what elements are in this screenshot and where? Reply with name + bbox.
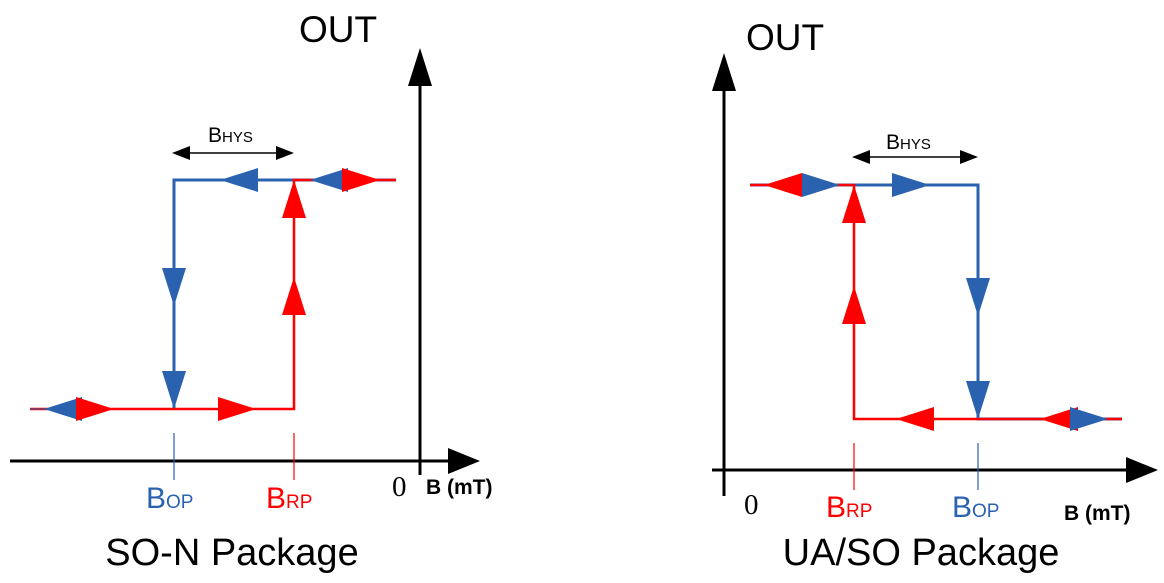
right-caption: UA/SO Package — [783, 532, 1060, 574]
left-red-arrow-right-low-2 — [218, 397, 256, 421]
left-x-axis-label: B (mT) — [426, 476, 493, 499]
left-blue-arrow-down-2 — [162, 371, 186, 409]
left-diagram: OUT BHYS BOP BRP 0 B (mT) SO-N Package — [10, 9, 493, 574]
left-red-arrow-up-2 — [282, 277, 306, 315]
right-hys-arrow-right — [960, 150, 978, 164]
left-red-curve — [30, 178, 396, 411]
right-red-arrow-left-top — [764, 173, 802, 197]
right-x-axis-label: B (mT) — [1064, 502, 1131, 525]
right-blue-arrow-right-top-1 — [802, 173, 840, 197]
right-diagram: OUT BHYS 0 BRP BOP B (mT) UA/SO Package — [712, 17, 1158, 574]
right-hys-label: BHYS — [886, 131, 931, 154]
left-brp-label: BRP — [266, 482, 312, 515]
right-brp-label: BRP — [826, 491, 872, 524]
right-y-axis-label: OUT — [746, 17, 824, 58]
right-x-axis-arrowhead — [1126, 457, 1158, 483]
right-red-arrow-up-2 — [842, 286, 866, 324]
right-y-axis-arrowhead — [712, 53, 736, 91]
left-y-axis-label: OUT — [299, 9, 377, 50]
left-blue-arrow-left-top — [220, 168, 258, 192]
left-red-arrow-up-1 — [282, 180, 306, 218]
right-blue-curve — [750, 183, 1122, 421]
left-blue-arrow-left-low — [44, 397, 82, 421]
right-bop-label: BOP — [952, 491, 999, 524]
right-red-curve — [750, 183, 1122, 421]
right-blue-arrow-right-low — [1070, 407, 1108, 431]
right-origin-label: 0 — [744, 489, 759, 521]
right-red-arrow-left-low-2 — [1040, 407, 1078, 431]
right-blue-arrow-down-1 — [966, 278, 990, 316]
left-bop-label: BOP — [146, 482, 193, 515]
left-x-axis-arrowhead — [448, 448, 480, 474]
left-red-arrow-right-top — [342, 168, 380, 192]
right-blue-arrow-right-top-2 — [892, 173, 930, 197]
left-caption: SO-N Package — [105, 532, 358, 574]
right-red-arrow-left-low-1 — [896, 407, 934, 431]
right-hys-arrow-left — [852, 150, 870, 164]
left-blue-arrow-left-top-2 — [310, 168, 348, 192]
left-y-axis-arrowhead — [408, 48, 432, 86]
left-hys-arrow-left — [172, 146, 190, 160]
left-hys-arrow-right — [276, 146, 294, 160]
right-blue-arrow-down-2 — [966, 381, 990, 419]
left-hys-label: BHYS — [208, 124, 253, 147]
right-red-arrow-up-1 — [842, 185, 866, 223]
left-red-arrow-right-low-1 — [76, 397, 114, 421]
left-origin-label: 0 — [392, 471, 407, 503]
left-blue-arrow-down-1 — [162, 268, 186, 306]
